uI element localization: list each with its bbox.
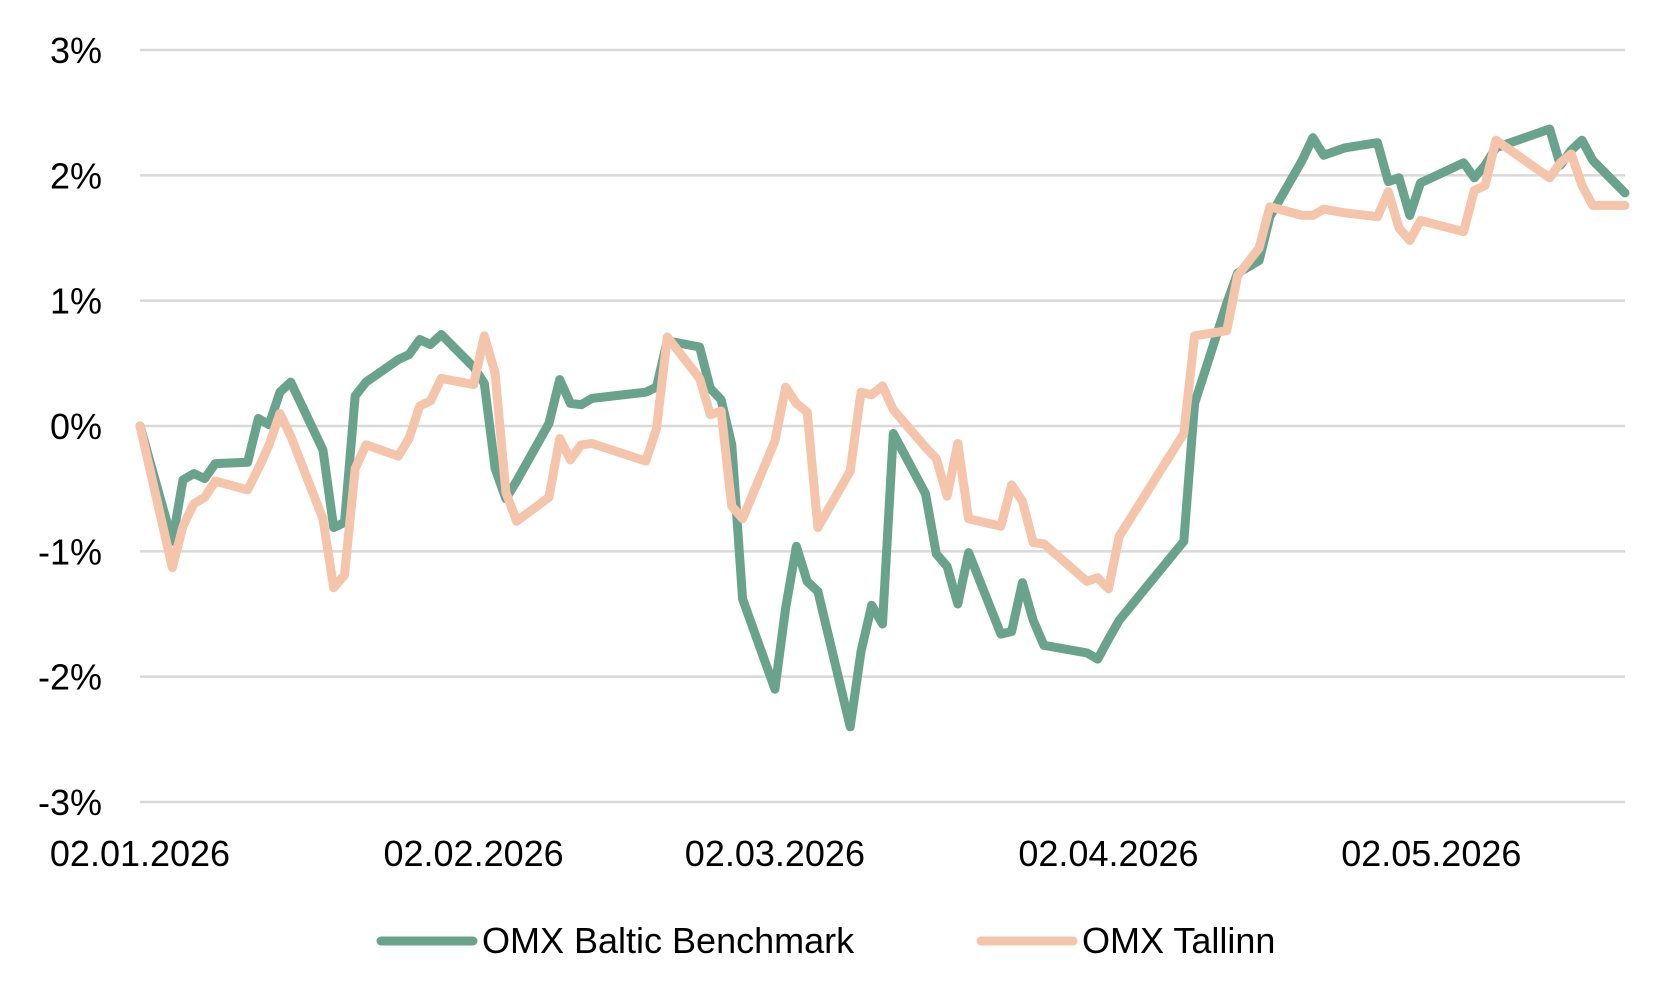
series-0 [135,124,1630,732]
series-1 [135,135,1630,594]
series-line [135,124,1630,732]
x-axis-tick-labels: 02.01.2026 02.02.2026 02.03.2026 02.04.2026… [50,833,1521,874]
legend-item: OMX Tallinn [976,920,1275,961]
y-tick-label: -2% [38,657,102,698]
y-tick-label: 2% [50,155,102,196]
grid-lines [140,48,1625,804]
x-tick-label: 02.03.2026 [685,833,865,874]
legend-item: OMX Baltic Benchmark [376,920,855,961]
y-tick-label: 0% [50,406,102,447]
x-tick-label: 02.02.2026 [383,833,563,874]
legend-label: OMX Tallinn [1082,920,1275,961]
y-tick-label: -3% [38,782,102,823]
y-tick-label: 3% [50,30,102,71]
x-tick-label: 02.04.2026 [1018,833,1198,874]
legend-label: OMX Baltic Benchmark [482,920,855,961]
series-lines [135,124,1630,732]
x-tick-label: 02.01.2026 [50,833,230,874]
legend: OMX Baltic Benchmark OMX Tallinn [376,920,1275,961]
y-axis-tick-labels: 3% 2% 1% 0% -1% -2% -3% [38,30,102,823]
series-line [135,135,1630,594]
x-tick-label: 02.05.2026 [1341,833,1521,874]
y-tick-label: -1% [38,531,102,572]
y-tick-label: 1% [50,281,102,322]
